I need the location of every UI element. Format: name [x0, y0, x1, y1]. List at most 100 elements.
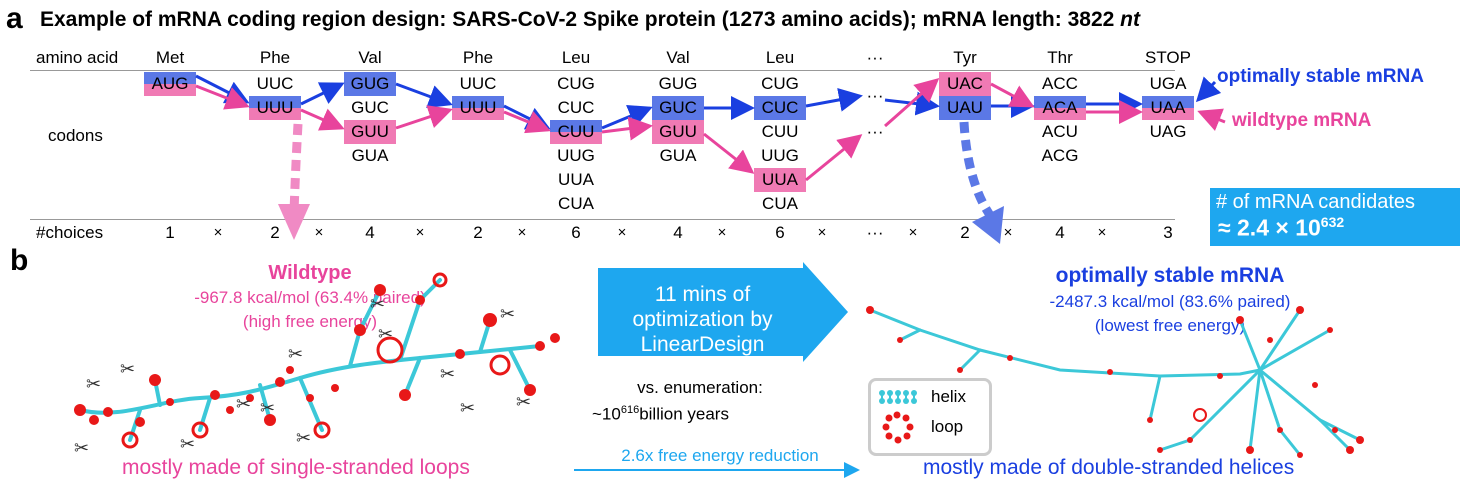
svg-text:✂: ✂: [516, 392, 531, 413]
svg-text:✂: ✂: [378, 324, 393, 345]
times-sign: ×: [213, 224, 223, 241]
choice-count: 1: [165, 223, 175, 242]
svg-text:✂: ✂: [500, 304, 515, 325]
codon: GUC: [351, 98, 389, 117]
svg-text:✂: ✂: [180, 434, 195, 455]
codon: CUC: [557, 98, 595, 117]
aa-header: Phe: [259, 48, 291, 67]
choice-count: ···: [866, 223, 884, 242]
aa-header: Met: [155, 48, 185, 67]
codon: CUG: [557, 74, 595, 93]
enum-prefix: ~10: [592, 404, 621, 424]
legend-wildtype: wildtype mRNA: [1232, 110, 1372, 131]
aa-header: Phe: [462, 48, 494, 67]
times-sign: ×: [617, 224, 627, 241]
times-sign: ×: [1003, 224, 1013, 241]
title-unit: nt: [1120, 8, 1140, 31]
row-label-choices: #choices: [36, 223, 104, 242]
choice-count: 4: [673, 223, 683, 242]
enum-value: ~10616billion years: [592, 404, 832, 425]
legend-icons: [879, 390, 917, 444]
codon: UUA: [558, 170, 594, 189]
stable-caption: mostly made of double-stranded helices: [923, 456, 1295, 479]
codon: UUC: [459, 74, 497, 93]
codon: UUC: [256, 74, 294, 93]
svg-text:✂: ✂: [440, 364, 455, 385]
codon: GUG: [344, 72, 396, 96]
legend-loop-label: loop: [931, 417, 964, 436]
stable-structure: [866, 306, 1364, 458]
codon: CUA: [558, 194, 594, 213]
legend-helix-label: helix: [931, 387, 966, 406]
svg-text:✂: ✂: [260, 398, 275, 419]
aa-header: STOP: [1145, 48, 1191, 67]
codon: CUG: [761, 74, 799, 93]
stable-energy: -2487.3 kcal/mol (83.6% paired): [1049, 292, 1291, 311]
enum-suffix: billion years: [639, 404, 729, 424]
legend-stable: optimally stable mRNA: [1217, 66, 1424, 87]
times-sign: ×: [908, 224, 918, 241]
choice-count: 6: [571, 223, 581, 242]
wildtype-note: (high free energy): [242, 312, 378, 331]
codon: CUC: [754, 96, 806, 120]
codon: GUA: [659, 146, 697, 165]
codon: GUG: [658, 74, 698, 93]
codon: UAA: [1142, 96, 1194, 120]
times-sign: ×: [517, 224, 527, 241]
header-rule: [30, 70, 1175, 71]
structure-legend: helix loop: [868, 378, 992, 456]
codon: GUA: [351, 146, 389, 165]
title-main: Example of mRNA coding region design: SA…: [40, 8, 1121, 31]
svg-text:✂: ✂: [296, 428, 311, 449]
codon: GUU: [652, 120, 704, 144]
times-sign: ×: [415, 224, 425, 241]
svg-text:✂: ✂: [74, 438, 89, 459]
candidates-label: # of mRNA candidates: [1216, 191, 1415, 213]
wildtype-caption: mostly made of single-stranded loops: [122, 456, 470, 479]
row-label-amino: amino acid: [36, 48, 119, 67]
candidates-box: # of mRNA candidates ≈ 2.4 × 10632: [1210, 188, 1460, 246]
reduction-arrow: [574, 462, 860, 478]
codon: UUU: [249, 96, 301, 120]
choice-count: 3: [1163, 223, 1173, 242]
codon: ACA: [1034, 96, 1086, 120]
codon: UAC: [939, 72, 991, 96]
wildtype-energy: -967.8 kcal/mol (63.4% paired): [194, 288, 426, 307]
panel-a-letter: a: [6, 2, 23, 35]
times-sign: ×: [817, 224, 827, 241]
optimization-arrow-text: 11 mins of optimization by LinearDesign: [600, 282, 805, 357]
ellipsis: ···: [866, 122, 884, 141]
choice-count: 2: [473, 223, 483, 242]
choice-count: 4: [365, 223, 375, 242]
optimization-arrow: [598, 262, 848, 362]
svg-text:✂: ✂: [236, 394, 251, 415]
codon: ACG: [1041, 146, 1079, 165]
codon: CUA: [762, 194, 798, 213]
enum-label: vs. enumeration:: [637, 378, 763, 397]
svg-text:✂: ✂: [288, 344, 303, 365]
ellipsis: ···: [866, 86, 884, 105]
codon: UUA: [754, 168, 806, 192]
arrow-line: LinearDesign: [640, 333, 765, 356]
stable-title: optimally stable mRNA: [1055, 264, 1285, 287]
aa-header: Val: [666, 48, 690, 67]
choice-count: 4: [1055, 223, 1065, 242]
codon: GUU: [344, 120, 396, 144]
codon: CUU: [761, 122, 799, 141]
enum-exp: 616: [620, 404, 640, 416]
wildtype-title: Wildtype: [268, 262, 352, 284]
svg-text:✂: ✂: [86, 374, 101, 395]
aa-header: Tyr: [953, 48, 977, 67]
codon: UUG: [761, 146, 799, 165]
svg-text:✂: ✂: [460, 398, 475, 419]
codon: CUU: [550, 120, 602, 144]
wildtype-structure: ✂✂✂ ✂✂ ✂ ✂✂✂ ✂✂✂ ✂✂: [74, 272, 560, 459]
codon: UUG: [557, 146, 595, 165]
row-label-codons: codons: [48, 126, 103, 145]
times-sign: ×: [1097, 224, 1107, 241]
codon: UGA: [1149, 74, 1187, 93]
choice-count: 2: [270, 223, 280, 242]
arrow-line: optimization by: [632, 308, 773, 331]
choice-count: 2: [960, 223, 970, 242]
codon: UUU: [452, 96, 504, 120]
